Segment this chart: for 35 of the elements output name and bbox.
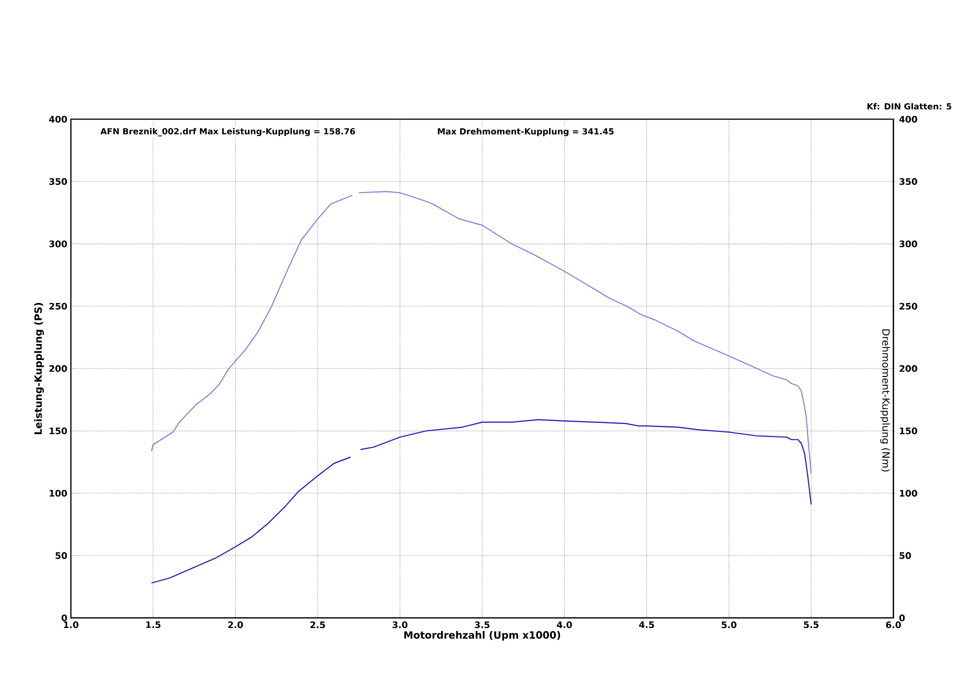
x-axis-title: Motordrehzahl (Upm x1000) <box>404 631 560 641</box>
y-tick-label: 350 <box>49 178 67 186</box>
x-tick-label: 4.0 <box>556 622 572 628</box>
text: Kf: DIN Glatten: 5 <box>867 103 952 110</box>
y2-tick-label: 100 <box>900 490 918 497</box>
y-tick-label: 50 <box>56 552 67 560</box>
y2-tick-label: 400 <box>899 116 918 123</box>
x-tick-label: 5.5 <box>804 622 818 628</box>
x-tick-label: 2.0 <box>228 622 243 628</box>
y-tick-label: 200 <box>49 365 67 372</box>
y2-tick-label: 150 <box>900 428 918 435</box>
annotation: AFN Breznik_002.drf Max Leistung-Kupplung = 158.76 <box>100 128 355 137</box>
y-tick-label: 300 <box>49 240 67 248</box>
y-tick-label: 150 <box>50 428 67 435</box>
y-tick-label: 0 <box>62 614 67 622</box>
x-tick-label: 3.0 <box>392 622 408 628</box>
y2-axis-title: Drehmoment-Kupplung (Nm) <box>880 330 890 472</box>
x-tick-label: 4.5 <box>639 622 654 628</box>
y2-tick-label: 0 <box>899 614 905 622</box>
annotation: Max Drehmoment-Kupplung = 341.45 <box>438 128 614 136</box>
y-tick-label: 400 <box>49 116 67 123</box>
x-tick-label: 3.5 <box>474 622 490 628</box>
x-tick-label: 6.0 <box>886 622 901 628</box>
x-tick-label: 1.5 <box>146 622 160 628</box>
y-tick-label: 250 <box>49 303 67 310</box>
y-tick-label: 100 <box>50 490 67 497</box>
y-axis-title: Leistung-Kupplung (PS) <box>34 303 44 434</box>
y2-tick-label: 50 <box>900 552 911 560</box>
y2-tick-label: 300 <box>900 240 918 248</box>
y2-tick-label: 250 <box>900 303 918 310</box>
x-tick-label: 5.0 <box>722 622 736 628</box>
x-tick-label: 1.0 <box>64 622 78 628</box>
y2-tick-label: 350 <box>900 178 918 186</box>
y2-tick-label: 200 <box>900 365 918 372</box>
x-tick-label: 2.5 <box>310 622 325 628</box>
